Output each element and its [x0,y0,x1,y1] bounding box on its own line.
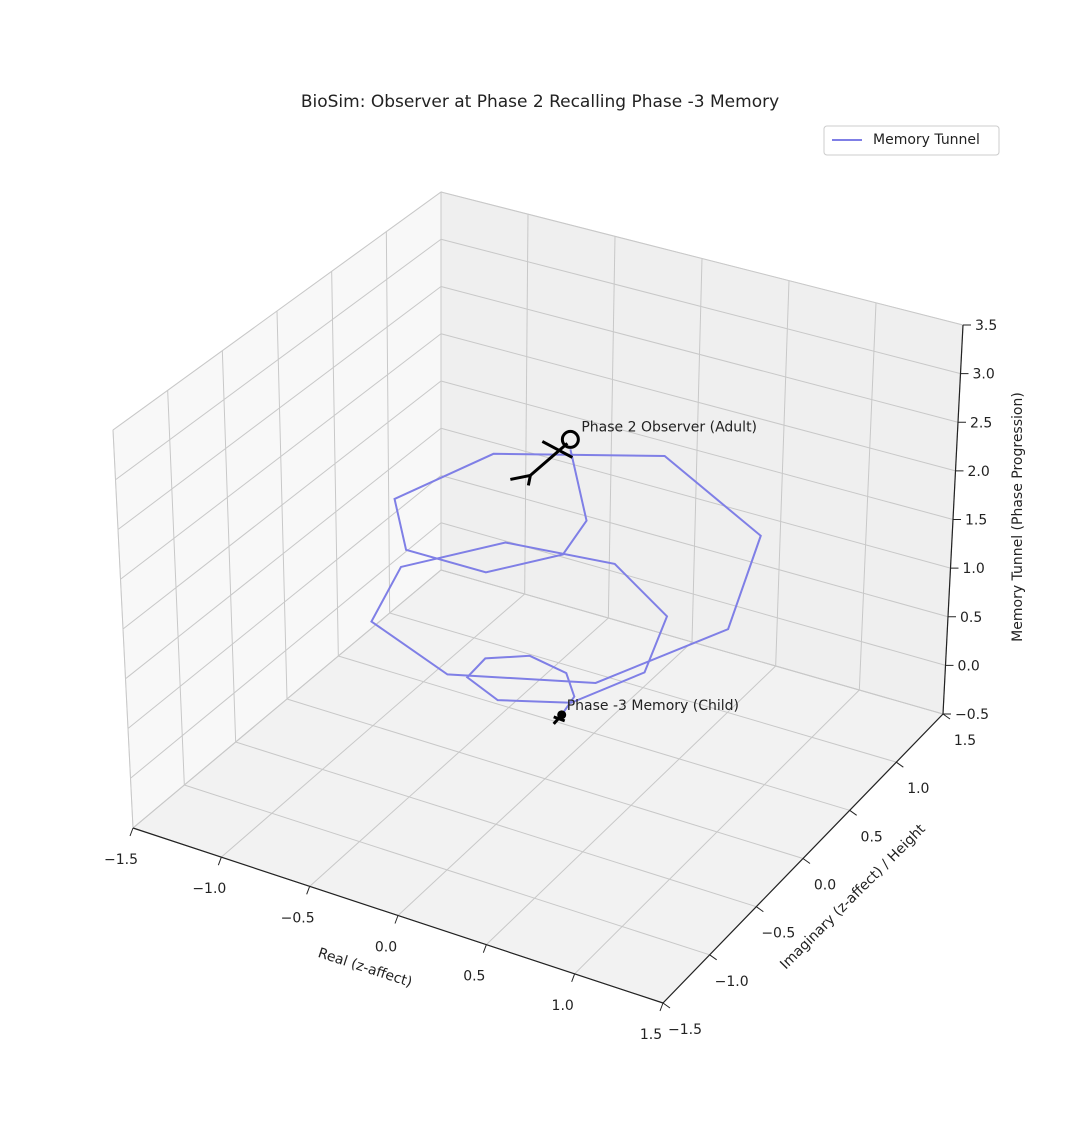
chart-title: BioSim: Observer at Phase 2 Recalling Ph… [301,92,779,112]
figure-arms [541,440,574,459]
grid-line [120,333,442,580]
grid-line [127,475,442,729]
tick-mark [662,1002,671,1009]
grid-line [117,286,442,530]
tick-mark [709,954,717,961]
tick-mark [217,856,222,866]
x-tick-label: 1.5 [640,1027,662,1043]
y-tick-label: −1.0 [715,974,749,990]
z-tick-label: 2.0 [968,464,990,480]
y-tick-label: 0.0 [814,878,836,894]
z-tick-label: 3.5 [975,318,997,334]
z-tick-label: 1.0 [963,561,985,577]
z-tick-label: 0.0 [958,658,980,674]
grid-line [184,784,710,956]
y-axis-line [662,713,944,1004]
stick-figure [510,429,580,486]
figure-arms [553,715,566,723]
grid-line [338,655,850,811]
legend: Memory Tunnel [823,125,1000,156]
grid-line [440,238,961,375]
stick-figure [552,710,567,725]
grid-line [122,380,442,630]
tick-mark [849,809,857,816]
y-tick-label: 1.5 [954,733,976,749]
z-axis-label: Memory Tunnel (Phase Progression) [1010,392,1026,642]
z-tick-label: 0.5 [960,610,982,626]
grid-line [286,698,804,859]
y-tick-label: −1.5 [668,1022,702,1038]
x-tick-label: −1.5 [104,852,138,868]
legend-label: Memory Tunnel [873,132,980,148]
grid-line [132,569,442,829]
tick-mark [129,827,134,837]
y-tick-label: −0.5 [761,926,795,942]
grid-line [440,286,959,423]
z-tick-label: 3.0 [973,367,995,383]
z-axis-line [942,324,964,715]
figure-leg [510,473,531,481]
grid-line [440,333,956,472]
x-tick-label: 1.0 [552,998,574,1014]
z-tick-label: 1.5 [965,513,987,529]
figure-leg [526,475,532,486]
annotation: Phase 2 Observer (Adult) [581,419,757,435]
tick-mark [394,915,399,924]
tick-mark [306,886,311,895]
y-tick-label: 1.0 [907,781,929,797]
grid-line [235,741,757,908]
tick-mark [482,944,487,953]
grid-line [389,612,897,763]
grid-line [125,427,442,680]
tick-mark [942,713,951,720]
x-tick-label: 0.5 [463,969,485,985]
y-tick-label: 0.5 [861,829,883,845]
tick-mark [802,858,811,864]
figure-head [560,429,580,449]
x-tick-label: −1.0 [192,881,226,897]
z-tick-label: −0.5 [955,707,989,723]
grid-line [115,238,442,481]
x-axis-label: Real (z-affect) [316,945,414,990]
figure-body [529,442,569,477]
annotation: Phase -3 Memory (Child) [567,698,739,714]
grid-line [440,427,951,569]
tick-mark [659,1002,664,1012]
x-tick-label: 0.0 [375,940,397,956]
x-tick-label: −0.5 [281,910,315,926]
grid-line [130,522,442,779]
z-tick-label: 2.5 [970,415,992,431]
x-axis-line [132,827,664,1004]
tick-mark [571,973,576,983]
tunnel-line [370,449,762,716]
grid-line [112,191,442,431]
legend-box [823,125,1000,156]
grid-line [440,191,964,326]
grid-line [440,380,954,520]
grid-line [440,475,949,618]
tick-mark [896,761,904,768]
tick-mark [756,906,764,913]
grid-line [440,569,944,715]
